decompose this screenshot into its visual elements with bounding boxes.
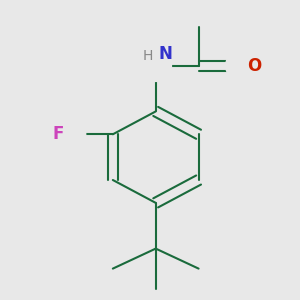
Circle shape bbox=[226, 50, 257, 81]
Text: F: F bbox=[53, 125, 64, 143]
Text: O: O bbox=[247, 57, 261, 75]
Text: H: H bbox=[142, 49, 153, 63]
Circle shape bbox=[140, 50, 171, 81]
Text: N: N bbox=[159, 45, 172, 63]
Circle shape bbox=[54, 118, 86, 150]
